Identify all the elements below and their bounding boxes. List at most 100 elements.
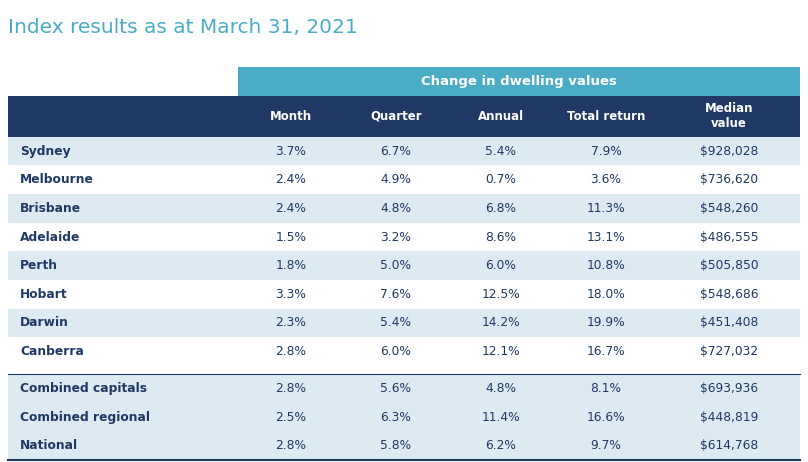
Text: 2.3%: 2.3% bbox=[276, 316, 306, 329]
Bar bbox=[553, 194, 659, 223]
Bar bbox=[659, 337, 800, 366]
Bar bbox=[238, 403, 343, 432]
Text: Sydney: Sydney bbox=[20, 145, 71, 158]
Text: $614,768: $614,768 bbox=[700, 439, 759, 452]
Text: 14.2%: 14.2% bbox=[482, 316, 520, 329]
Bar bbox=[448, 280, 553, 309]
Text: $693,936: $693,936 bbox=[701, 382, 758, 395]
Text: $928,028: $928,028 bbox=[700, 145, 759, 158]
Bar bbox=[8, 374, 238, 403]
Bar bbox=[553, 374, 659, 403]
Text: 2.4%: 2.4% bbox=[276, 202, 306, 215]
Text: 6.2%: 6.2% bbox=[486, 439, 516, 452]
Bar bbox=[553, 280, 659, 309]
Text: Adelaide: Adelaide bbox=[20, 231, 81, 243]
Bar bbox=[238, 432, 343, 460]
Bar bbox=[659, 96, 800, 137]
Text: 1.8%: 1.8% bbox=[276, 259, 306, 272]
Text: 6.7%: 6.7% bbox=[381, 145, 411, 158]
Text: 3.3%: 3.3% bbox=[276, 288, 306, 301]
Text: 6.8%: 6.8% bbox=[486, 202, 516, 215]
Bar bbox=[343, 137, 448, 165]
Bar bbox=[343, 251, 448, 280]
Text: 5.0%: 5.0% bbox=[381, 259, 411, 272]
Bar bbox=[8, 96, 238, 137]
Bar bbox=[448, 223, 553, 251]
Bar bbox=[659, 432, 800, 460]
Text: 12.1%: 12.1% bbox=[482, 345, 520, 358]
Bar bbox=[659, 165, 800, 194]
Bar bbox=[659, 194, 800, 223]
Bar bbox=[8, 165, 238, 194]
Text: Canberra: Canberra bbox=[20, 345, 84, 358]
Text: Index results as at March 31, 2021: Index results as at March 31, 2021 bbox=[8, 18, 358, 37]
Text: Melbourne: Melbourne bbox=[20, 173, 94, 186]
Bar bbox=[553, 432, 659, 460]
Text: 19.9%: 19.9% bbox=[587, 316, 625, 329]
Bar bbox=[8, 223, 238, 251]
Bar bbox=[553, 223, 659, 251]
Text: Darwin: Darwin bbox=[20, 316, 69, 329]
Bar bbox=[659, 137, 800, 165]
Text: $486,555: $486,555 bbox=[700, 231, 759, 243]
Bar bbox=[343, 165, 448, 194]
Text: 13.1%: 13.1% bbox=[587, 231, 625, 243]
Bar bbox=[659, 280, 800, 309]
Bar bbox=[8, 194, 238, 223]
Bar bbox=[238, 309, 343, 337]
Bar bbox=[343, 96, 448, 137]
Text: 5.6%: 5.6% bbox=[381, 382, 411, 395]
Text: 2.4%: 2.4% bbox=[276, 173, 306, 186]
Text: Total return: Total return bbox=[567, 110, 645, 123]
Bar bbox=[343, 280, 448, 309]
Text: 6.3%: 6.3% bbox=[381, 411, 411, 424]
Bar bbox=[448, 374, 553, 403]
Text: 16.6%: 16.6% bbox=[587, 411, 625, 424]
Text: Median
value: Median value bbox=[705, 103, 754, 130]
Bar bbox=[448, 309, 553, 337]
Text: Hobart: Hobart bbox=[20, 288, 68, 301]
Text: National: National bbox=[20, 439, 78, 452]
Text: 11.4%: 11.4% bbox=[482, 411, 520, 424]
Text: 1.5%: 1.5% bbox=[276, 231, 306, 243]
Text: Brisbane: Brisbane bbox=[20, 202, 82, 215]
Bar bbox=[553, 403, 659, 432]
Bar bbox=[659, 309, 800, 337]
Text: 3.7%: 3.7% bbox=[276, 145, 306, 158]
Text: $448,819: $448,819 bbox=[700, 411, 759, 424]
Text: 4.8%: 4.8% bbox=[381, 202, 411, 215]
Text: $727,032: $727,032 bbox=[701, 345, 758, 358]
Text: 4.8%: 4.8% bbox=[486, 382, 516, 395]
Bar bbox=[448, 251, 553, 280]
Bar bbox=[448, 337, 553, 366]
Text: Perth: Perth bbox=[20, 259, 58, 272]
Text: 18.0%: 18.0% bbox=[587, 288, 625, 301]
Text: Quarter: Quarter bbox=[370, 110, 422, 123]
Bar bbox=[8, 403, 238, 432]
Bar bbox=[448, 96, 553, 137]
Text: 7.9%: 7.9% bbox=[591, 145, 621, 158]
Text: 10.8%: 10.8% bbox=[587, 259, 625, 272]
Text: Combined regional: Combined regional bbox=[20, 411, 150, 424]
Bar bbox=[448, 194, 553, 223]
Text: 4.9%: 4.9% bbox=[381, 173, 411, 186]
Bar bbox=[238, 67, 800, 96]
Bar bbox=[343, 309, 448, 337]
Text: 6.0%: 6.0% bbox=[486, 259, 516, 272]
Bar bbox=[343, 432, 448, 460]
Text: 5.4%: 5.4% bbox=[381, 316, 411, 329]
Bar bbox=[8, 251, 238, 280]
Bar bbox=[238, 194, 343, 223]
Bar bbox=[238, 96, 343, 137]
Text: Change in dwelling values: Change in dwelling values bbox=[421, 75, 617, 88]
Text: 2.8%: 2.8% bbox=[276, 382, 306, 395]
Text: Combined capitals: Combined capitals bbox=[20, 382, 147, 395]
Bar bbox=[238, 280, 343, 309]
Bar bbox=[553, 137, 659, 165]
Text: $736,620: $736,620 bbox=[701, 173, 758, 186]
Text: 12.5%: 12.5% bbox=[482, 288, 520, 301]
Bar bbox=[448, 432, 553, 460]
Bar bbox=[659, 251, 800, 280]
Bar bbox=[659, 223, 800, 251]
Text: 6.0%: 6.0% bbox=[381, 345, 411, 358]
